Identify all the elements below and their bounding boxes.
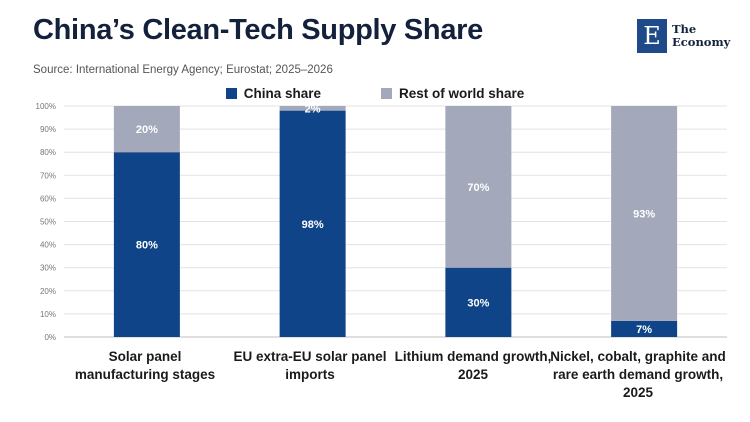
y-tick-label: 0% [44, 333, 56, 342]
category-label-lithium: Lithium demand growth, 2025 [394, 349, 552, 382]
logo-line-2: Economy [672, 35, 731, 49]
y-tick-label: 100% [36, 102, 56, 111]
y-tick-label: 50% [40, 218, 56, 227]
bar-china [113, 152, 180, 337]
category-label-eu-imports: EU extra-EU solar panel imports [233, 349, 387, 382]
logo-wordmark: The Economy [672, 23, 730, 49]
bar-data-label: 93% [633, 208, 655, 220]
bar-data-label: 80% [136, 240, 158, 252]
chart-legend: China share Rest of world share [0, 86, 750, 101]
y-tick-label: 70% [40, 171, 56, 180]
chart-title: China’s Clean-Tech Supply Share [33, 14, 483, 46]
bar-china [279, 110, 346, 338]
legend-item-rest-of-world: Rest of world share [381, 86, 524, 101]
y-tick-label: 40% [40, 241, 56, 250]
bar-rest-of-world [611, 106, 678, 321]
category-label-critical-minerals: Nickel, cobalt, graphite and rare earth … [550, 349, 726, 400]
bar-data-label: 70% [467, 182, 489, 194]
legend-swatch-rest-of-world [381, 88, 392, 99]
bar-data-label: 20% [136, 124, 158, 136]
y-tick-label: 60% [40, 194, 56, 203]
bar-china [611, 320, 678, 337]
bar-data-label: 2% [305, 103, 321, 115]
publisher-logo: E The Economy [637, 19, 730, 53]
legend-label-rest-of-world: Rest of world share [399, 86, 525, 101]
bar-rest-of-world [113, 106, 180, 153]
bar-data-label: 30% [467, 297, 489, 309]
y-tick-label: 20% [40, 287, 56, 296]
y-tick-label: 80% [40, 148, 56, 157]
y-tick-label: 90% [40, 125, 56, 134]
bar-data-label: 98% [302, 219, 324, 231]
category-label-solar-manufacturing: Solar panel manufacturing stages [74, 349, 216, 382]
bar-rest-of-world [445, 106, 512, 268]
chart-source: Source: International Energy Agency; Eur… [33, 64, 333, 76]
bar-china [445, 267, 512, 337]
bar-data-label: 7% [636, 324, 652, 336]
logo-line-1: The [672, 22, 697, 36]
legend-item-china: China share [225, 86, 321, 101]
legend-swatch-china [225, 88, 237, 99]
bar-rest-of-world [279, 106, 346, 111]
logo-mark: E [637, 19, 667, 53]
legend-label-china: China share [243, 86, 321, 101]
y-tick-label: 10% [40, 310, 56, 319]
y-tick-label: 30% [40, 264, 56, 273]
